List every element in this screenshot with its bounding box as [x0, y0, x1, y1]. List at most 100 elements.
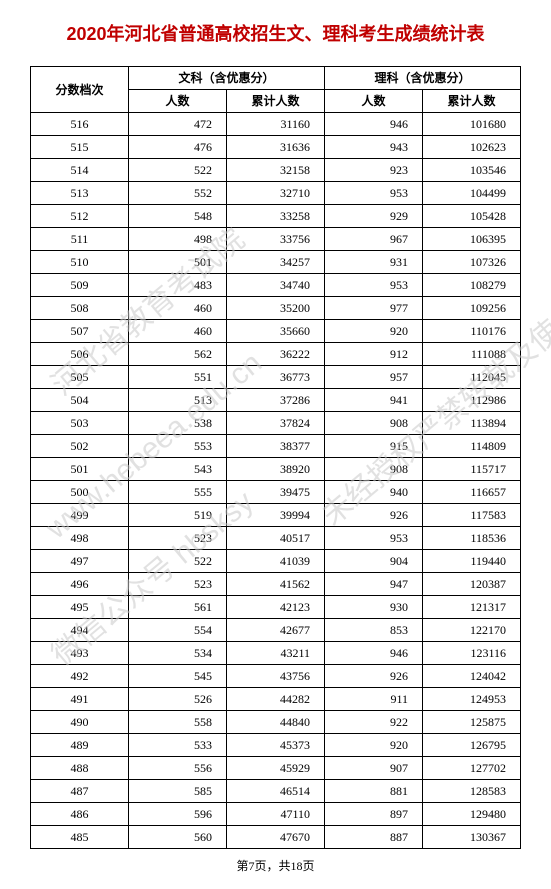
table-row: 50555136773957112045	[31, 366, 521, 389]
score-cell: 490	[31, 711, 129, 734]
data-cell: 977	[325, 297, 423, 320]
data-cell: 47110	[227, 803, 325, 826]
data-cell: 41562	[227, 573, 325, 596]
table-row: 50451337286941112986	[31, 389, 521, 412]
data-cell: 920	[325, 734, 423, 757]
data-cell: 553	[129, 435, 227, 458]
data-cell: 46514	[227, 780, 325, 803]
data-cell: 108279	[423, 274, 521, 297]
data-cell: 34257	[227, 251, 325, 274]
data-cell: 483	[129, 274, 227, 297]
data-cell: 129480	[423, 803, 521, 826]
data-cell: 125875	[423, 711, 521, 734]
table-row: 50353837824908113894	[31, 412, 521, 435]
data-cell: 101680	[423, 113, 521, 136]
data-cell: 33756	[227, 228, 325, 251]
data-cell: 922	[325, 711, 423, 734]
data-cell: 523	[129, 573, 227, 596]
header-like: 理科（含优惠分）	[325, 67, 521, 90]
data-cell: 128583	[423, 780, 521, 803]
data-cell: 957	[325, 366, 423, 389]
data-cell: 460	[129, 320, 227, 343]
data-cell: 915	[325, 435, 423, 458]
table-row: 48855645929907127702	[31, 757, 521, 780]
data-cell: 39475	[227, 481, 325, 504]
score-cell: 510	[31, 251, 129, 274]
table-row: 50746035660920110176	[31, 320, 521, 343]
data-cell: 967	[325, 228, 423, 251]
data-cell: 35200	[227, 297, 325, 320]
score-cell: 485	[31, 826, 129, 849]
score-cell: 488	[31, 757, 129, 780]
table-row: 50154338920908115717	[31, 458, 521, 481]
header-wk-cum: 累计人数	[227, 90, 325, 113]
score-cell: 497	[31, 550, 129, 573]
table-row: 49055844840922125875	[31, 711, 521, 734]
data-cell: 34740	[227, 274, 325, 297]
data-cell: 560	[129, 826, 227, 849]
score-cell: 514	[31, 159, 129, 182]
data-cell: 102623	[423, 136, 521, 159]
table-row: 50948334740953108279	[31, 274, 521, 297]
data-cell: 40517	[227, 527, 325, 550]
data-cell: 45929	[227, 757, 325, 780]
score-cell: 499	[31, 504, 129, 527]
score-cell: 495	[31, 596, 129, 619]
data-cell: 472	[129, 113, 227, 136]
data-cell: 534	[129, 642, 227, 665]
header-lk-cum: 累计人数	[423, 90, 521, 113]
data-cell: 107326	[423, 251, 521, 274]
data-cell: 946	[325, 642, 423, 665]
score-cell: 503	[31, 412, 129, 435]
data-cell: 35660	[227, 320, 325, 343]
page-footer: 第7页，共18页	[30, 857, 521, 874]
data-cell: 907	[325, 757, 423, 780]
data-cell: 116657	[423, 481, 521, 504]
data-cell: 103546	[423, 159, 521, 182]
data-cell: 926	[325, 504, 423, 527]
data-cell: 41039	[227, 550, 325, 573]
data-cell: 120387	[423, 573, 521, 596]
data-cell: 118536	[423, 527, 521, 550]
score-cell: 516	[31, 113, 129, 136]
data-cell: 476	[129, 136, 227, 159]
data-cell: 947	[325, 573, 423, 596]
data-cell: 112986	[423, 389, 521, 412]
data-cell: 897	[325, 803, 423, 826]
data-cell: 931	[325, 251, 423, 274]
table-row: 49951939994926117583	[31, 504, 521, 527]
data-cell: 522	[129, 159, 227, 182]
table-row: 51647231160946101680	[31, 113, 521, 136]
data-cell: 911	[325, 688, 423, 711]
data-cell: 44840	[227, 711, 325, 734]
data-cell: 554	[129, 619, 227, 642]
data-cell: 912	[325, 343, 423, 366]
data-cell: 552	[129, 182, 227, 205]
table-row: 51050134257931107326	[31, 251, 521, 274]
data-cell: 109256	[423, 297, 521, 320]
data-cell: 117583	[423, 504, 521, 527]
table-row: 49353443211946123116	[31, 642, 521, 665]
score-cell: 494	[31, 619, 129, 642]
score-cell: 492	[31, 665, 129, 688]
data-cell: 953	[325, 527, 423, 550]
table-row: 51355232710953104499	[31, 182, 521, 205]
data-cell: 545	[129, 665, 227, 688]
score-cell: 501	[31, 458, 129, 481]
data-cell: 104499	[423, 182, 521, 205]
data-cell: 123116	[423, 642, 521, 665]
data-cell: 558	[129, 711, 227, 734]
data-cell: 31160	[227, 113, 325, 136]
score-cell: 515	[31, 136, 129, 159]
data-cell: 127702	[423, 757, 521, 780]
header-wenke: 文科（含优惠分）	[129, 67, 325, 90]
score-cell: 513	[31, 182, 129, 205]
data-cell: 585	[129, 780, 227, 803]
score-cell: 502	[31, 435, 129, 458]
data-cell: 460	[129, 297, 227, 320]
data-cell: 111088	[423, 343, 521, 366]
data-cell: 555	[129, 481, 227, 504]
data-cell: 526	[129, 688, 227, 711]
data-cell: 106395	[423, 228, 521, 251]
data-cell: 923	[325, 159, 423, 182]
